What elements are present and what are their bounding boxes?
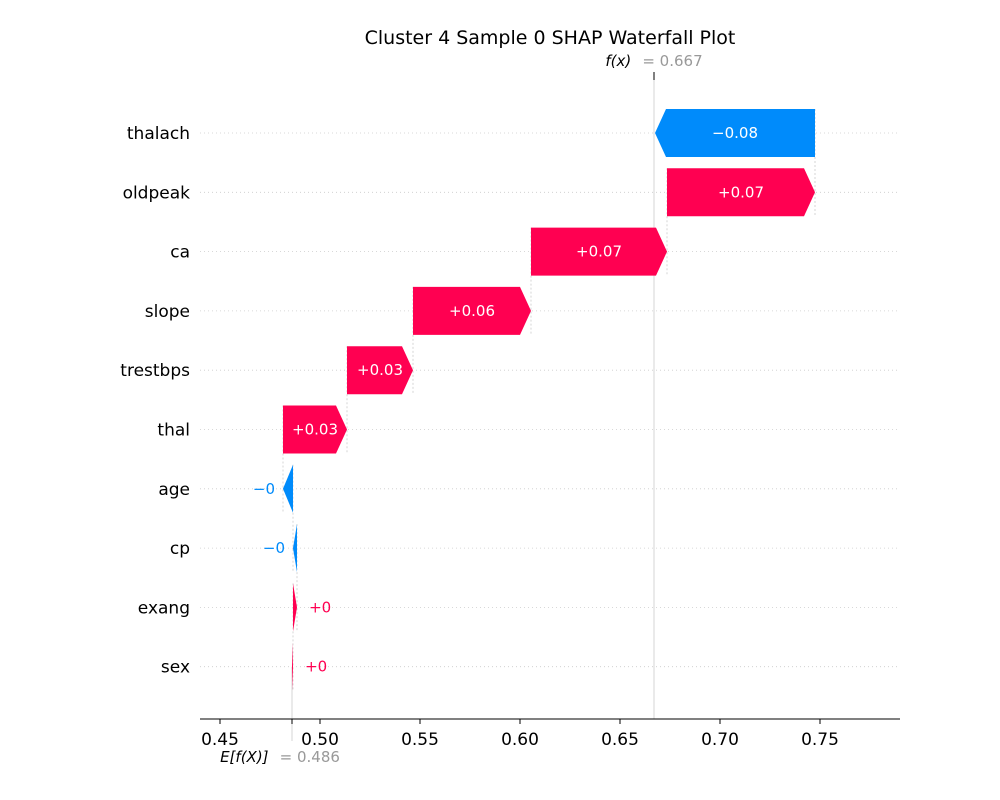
y-tick-label-thalach: thalach <box>127 124 190 144</box>
bar-label-sex: +0 <box>305 658 327 676</box>
output-value-text: = 0.667 <box>642 52 702 70</box>
x-tick-label: 0.50 <box>301 730 339 750</box>
y-tick-label-thal: thal <box>157 421 190 441</box>
y-tick-label-slope: slope <box>145 302 190 322</box>
y-tick-labels: thalach oldpeak ca slope trestbps thal age cp ex… <box>120 124 190 678</box>
bar-thal <box>283 405 347 454</box>
bar-thalach <box>655 109 815 157</box>
base-value-annotation: E[f(X)] = 0.486 <box>220 747 340 766</box>
x-axis: 0.45 0.50 0.55 0.60 0.65 0.70 0.75 <box>200 718 900 750</box>
chart-title: Cluster 4 Sample 0 SHAP Waterfall Plot <box>365 27 736 49</box>
bar-label-oldpeak: +0.07 <box>718 183 764 201</box>
bar-sex <box>292 642 293 691</box>
bar-labels: −0.08 +0.07 +0.07 +0.06 +0.03 +0.03 −0 −0 +0 +0 <box>253 124 764 676</box>
base-value-label: E[f(X)] <box>220 748 269 766</box>
bar-label-thal: +0.03 <box>292 421 338 439</box>
x-tick-label: 0.70 <box>701 730 739 750</box>
x-tick-label: 0.45 <box>201 730 239 750</box>
y-tick-label-age: age <box>158 480 190 500</box>
y-tick-label-exang: exang <box>138 598 190 618</box>
bar-label-exang: +0 <box>309 598 331 616</box>
y-tick-label-sex: sex <box>161 658 190 678</box>
y-tick-label-trestbps: trestbps <box>120 361 190 381</box>
x-tick-label: 0.60 <box>501 730 539 750</box>
base-value-text: = 0.486 <box>280 748 340 766</box>
y-tick-label-oldpeak: oldpeak <box>123 183 191 203</box>
y-tick-label-cp: cp <box>170 539 190 559</box>
bar-exang <box>293 583 297 632</box>
bar-oldpeak <box>667 168 815 217</box>
bars <box>283 109 815 691</box>
bar-cp <box>293 524 297 573</box>
bar-ca <box>531 227 667 276</box>
y-tick-label-ca: ca <box>170 243 190 263</box>
x-tick-label: 0.55 <box>401 730 439 750</box>
bar-label-cp: −0 <box>263 539 285 557</box>
bar-slope <box>413 286 531 335</box>
bar-label-slope: +0.06 <box>449 302 495 320</box>
value-annotations: f(x) = 0.667 E[f(X)] = 0.486 <box>220 51 703 766</box>
output-value-label: f(x) <box>605 52 631 70</box>
bar-label-ca: +0.07 <box>576 243 622 261</box>
bar-age <box>283 464 293 513</box>
bar-trestbps <box>347 346 413 395</box>
bar-label-trestbps: +0.03 <box>357 361 403 379</box>
bar-label-age: −0 <box>253 480 275 498</box>
x-tick-label: 0.65 <box>601 730 639 750</box>
bar-label-thalach: −0.08 <box>712 124 758 142</box>
output-value-annotation: f(x) = 0.667 <box>605 51 702 70</box>
x-tick-label: 0.75 <box>801 730 839 750</box>
